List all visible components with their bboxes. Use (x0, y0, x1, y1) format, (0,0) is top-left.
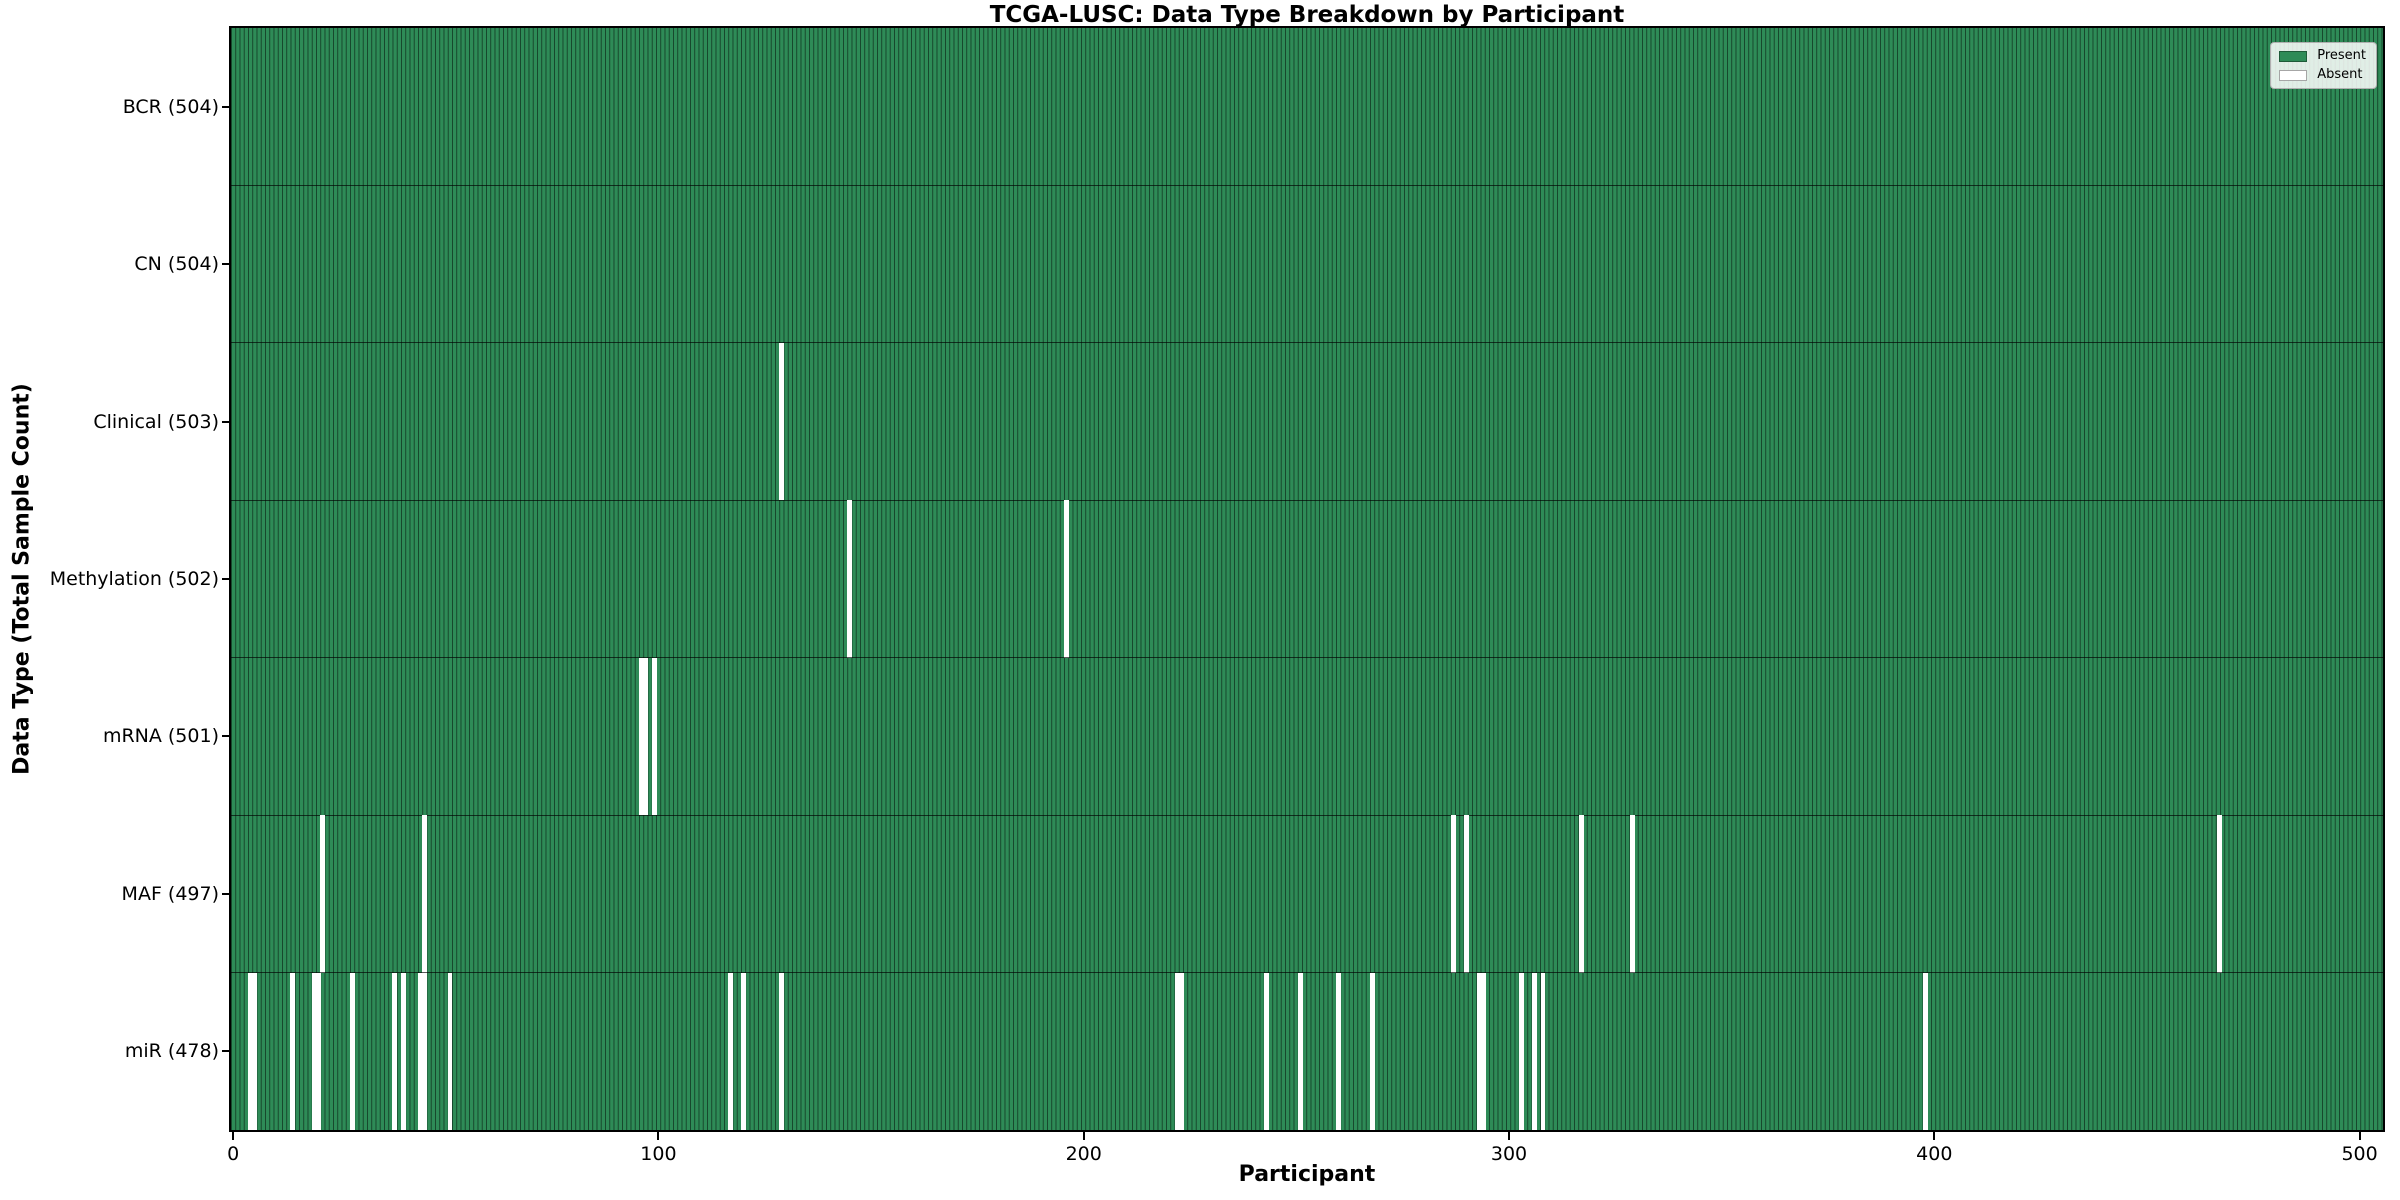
absent-cell-miR-51 (447, 972, 453, 1130)
absent-cell-miR-260 (1336, 972, 1342, 1130)
chart-title: TCGA-LUSC: Data Type Breakdown by Partic… (989, 2, 1625, 28)
x-tick-mark (1933, 1130, 1936, 1140)
y-tick-mark (222, 578, 231, 580)
absent-cell-miR-303 (1519, 972, 1525, 1130)
x-tick-label-200: 200 (1065, 1143, 1102, 1165)
absent-cell-miR-294 (1481, 972, 1486, 1130)
x-tick-label-300: 300 (1490, 1143, 1528, 1165)
y-tick-label-Methylation: Methylation (502) (49, 568, 219, 590)
plot-area: Present Absent (231, 28, 2383, 1130)
row-separator (231, 814, 2383, 816)
absent-cell-miR-120 (741, 972, 746, 1130)
absent-cell-miR-129 (779, 972, 785, 1130)
absent-cell-miR-14 (290, 972, 296, 1130)
row-separator (231, 657, 2383, 659)
x-tick-mark (232, 1130, 235, 1140)
present-swatch-icon (2279, 50, 2308, 62)
legend-item-absent: Absent (2279, 68, 2366, 82)
absent-cell-miR-251 (1298, 972, 1304, 1130)
absent-cell-MAF-21 (320, 815, 325, 973)
absent-cell-miR-5 (251, 972, 257, 1130)
y-tick-label-MAF: MAF (497) (121, 882, 219, 905)
x-tick-label-500: 500 (2341, 1143, 2378, 1165)
absent-cell-miR-117 (728, 972, 734, 1130)
absent-cell-mRNA-99 (651, 657, 657, 816)
y-tick-mark (222, 420, 231, 423)
y-tick-label-BCR: BCR (504) (122, 95, 219, 118)
absent-cell-MAF-287 (1451, 815, 1457, 973)
x-tick-label-100: 100 (640, 1143, 677, 1165)
absent-cell-miR-28 (349, 972, 355, 1130)
absent-swatch-icon (2279, 69, 2308, 81)
legend-present-label: Present (2317, 48, 2366, 63)
y-tick-label-Clinical: Clinical (503) (93, 410, 219, 433)
row-separator (231, 499, 2383, 501)
absent-cell-miR-308 (1540, 972, 1546, 1130)
absent-cell-miR-44 (417, 972, 423, 1130)
absent-cell-MAF-290 (1464, 815, 1469, 973)
absent-cell-miR-268 (1370, 972, 1376, 1130)
x-tick-mark (1508, 1130, 1511, 1140)
absent-cell-Methylation-145 (847, 500, 853, 658)
x-tick-mark (2358, 1130, 2361, 1140)
absent-cell-miR-38 (392, 972, 398, 1130)
absent-cell-miR-45 (422, 972, 427, 1130)
x-tick-mark (657, 1130, 660, 1140)
x-axis-label: Participant (1238, 1162, 1376, 1187)
absent-cell-miR-40 (400, 972, 406, 1130)
y-tick-mark (222, 735, 231, 738)
absent-cell-miR-19 (311, 972, 317, 1130)
legend-item-present: Present (2279, 49, 2366, 63)
row-separator (231, 184, 2383, 186)
y-tick-mark (222, 1050, 231, 1053)
legend-absent-label: Absent (2317, 67, 2363, 82)
x-tick-label-400: 400 (1916, 1143, 1953, 1165)
row-separator (231, 342, 2383, 344)
absent-cell-miR-222 (1174, 972, 1180, 1130)
absent-cell-Methylation-196 (1064, 500, 1070, 658)
row-separator (231, 972, 2383, 974)
absent-cell-MAF-467 (2216, 815, 2222, 973)
y-tick-label-CN: CN (504) (134, 253, 219, 276)
absent-cell-miR-243 (1264, 972, 1269, 1130)
y-tick-label-mRNA: mRNA (501) (102, 725, 219, 748)
absent-cell-MAF-45 (422, 815, 427, 973)
x-tick-mark (1082, 1130, 1085, 1140)
absent-cell-miR-4 (247, 972, 253, 1130)
y-tick-mark (222, 892, 231, 895)
absent-cell-mRNA-96 (638, 657, 644, 816)
absent-cell-miR-20 (315, 972, 321, 1130)
y-tick-label-miR: miR (478) (124, 1040, 219, 1063)
absent-cell-miR-223 (1179, 972, 1184, 1130)
absent-cell-MAF-329 (1629, 815, 1635, 973)
x-tick-label-0: 0 (227, 1143, 240, 1165)
absent-cell-mRNA-97 (643, 657, 649, 816)
absent-cell-miR-306 (1532, 972, 1537, 1130)
y-tick-mark (222, 105, 231, 108)
absent-cell-Clinical-129 (779, 342, 785, 501)
absent-cell-MAF-317 (1578, 815, 1584, 973)
absent-cell-miR-398 (1923, 972, 1929, 1130)
absent-cell-miR-293 (1476, 972, 1482, 1130)
y-tick-mark (222, 263, 231, 266)
legend: Present Absent (2270, 42, 2377, 89)
